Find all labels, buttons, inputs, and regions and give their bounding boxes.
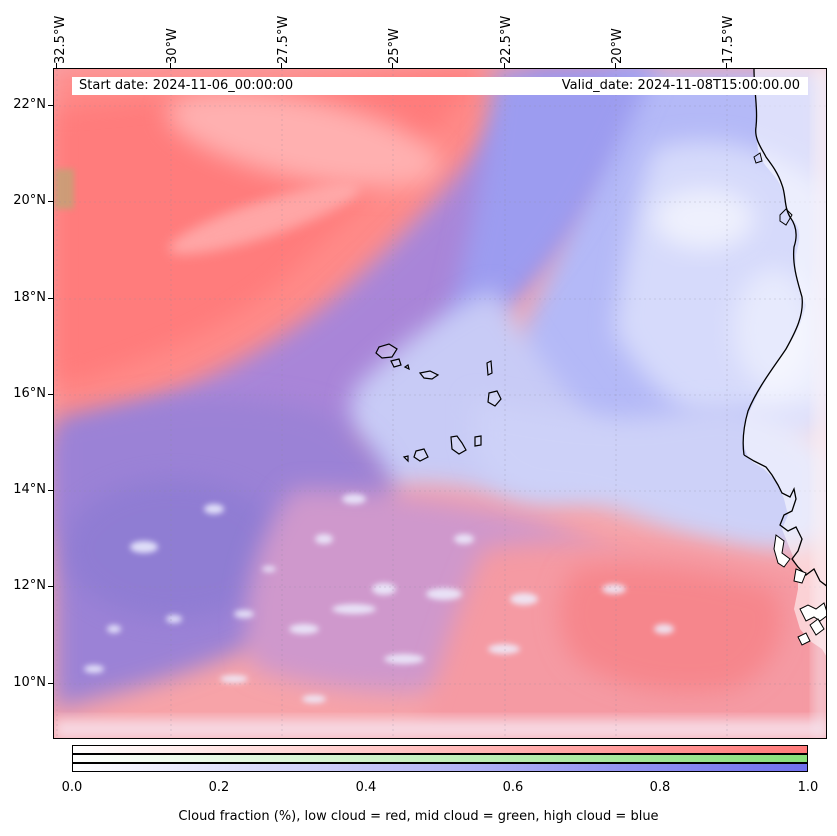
- lon-tick: [56, 63, 57, 68]
- colorbar-caption: Cloud fraction (%), low cloud = red, mid…: [178, 809, 659, 824]
- lon-tick: [504, 63, 505, 68]
- lon-tick: [392, 63, 393, 68]
- lon-label: 22.5°W: [499, 15, 514, 64]
- lon-label: 32.5°W: [53, 15, 68, 64]
- start-date-label: Start date: 2024-11-06_00:00:00: [79, 78, 294, 93]
- lon-tick: [281, 63, 282, 68]
- lon-label: 20°W: [610, 28, 625, 64]
- lat-tick: [48, 683, 53, 684]
- lon-label: 25°W: [387, 28, 402, 64]
- lat-label: 12°N: [13, 578, 46, 593]
- colorbar-tick-label: 0.4: [355, 780, 377, 795]
- graticule: [54, 69, 826, 738]
- lon-label: 27.5°W: [276, 15, 291, 64]
- lat-tick: [48, 394, 53, 395]
- colorbar-tick-label: 0.0: [61, 780, 83, 795]
- mid-cloud-colorbar: [72, 754, 808, 763]
- valid-date-label: Valid_date: 2024-11-08T15:00:00.00: [561, 78, 800, 93]
- colorbar-tick-label: 0.6: [502, 780, 524, 795]
- cloud-fraction-map: [53, 68, 827, 739]
- lat-label: 10°N: [13, 675, 46, 690]
- lat-tick: [48, 105, 53, 106]
- colorbar-tick-label: 1.0: [797, 780, 819, 795]
- high-cloud-colorbar: [72, 763, 808, 772]
- cloud-gaps: [84, 494, 674, 703]
- lat-tick: [48, 586, 53, 587]
- cabo-verde-islands: [375, 343, 502, 463]
- lat-label: 20°N: [13, 193, 46, 208]
- land-area: [743, 69, 826, 656]
- lat-label: 16°N: [13, 386, 46, 401]
- colorbar: [72, 745, 808, 773]
- colorbar-tick-label: 0.8: [649, 780, 671, 795]
- lon-tick: [726, 63, 727, 68]
- colorbar-tick-label: 0.2: [208, 780, 230, 795]
- lat-label: 14°N: [13, 482, 46, 497]
- low-cloud-colorbar: [72, 745, 808, 754]
- lat-tick: [48, 298, 53, 299]
- lat-label: 22°N: [13, 97, 46, 112]
- lon-tick: [170, 63, 171, 68]
- coastline: [742, 69, 803, 456]
- colorbar-svg: [72, 745, 808, 772]
- lat-tick: [48, 490, 53, 491]
- date-header: Start date: 2024-11-06_00:00:00 Valid_da…: [72, 77, 808, 95]
- lon-label: 17.5°W: [721, 15, 736, 64]
- lon-tick: [615, 63, 616, 68]
- lon-label: 30°W: [165, 28, 180, 64]
- lat-label: 18°N: [13, 290, 46, 305]
- map-canvas: [54, 69, 826, 738]
- lat-tick: [48, 201, 53, 202]
